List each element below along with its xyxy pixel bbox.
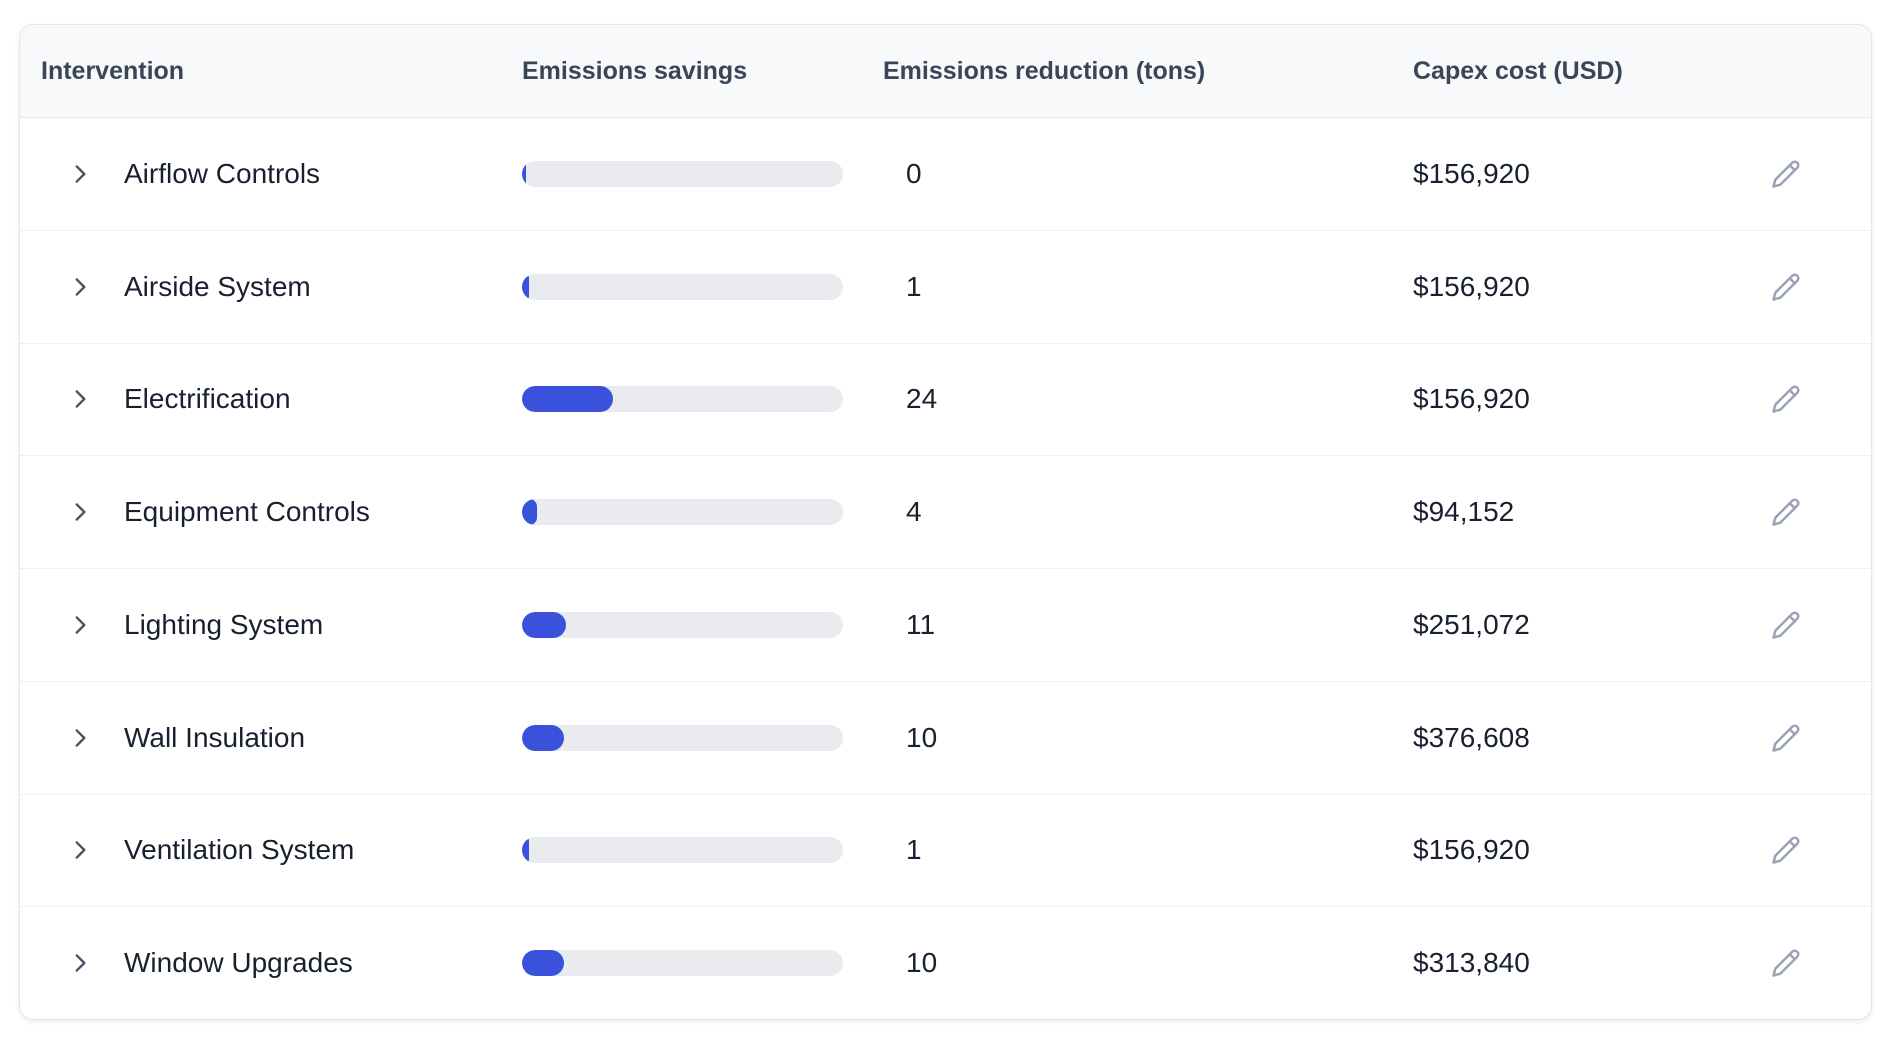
intervention-name: Wall Insulation xyxy=(124,721,306,753)
intervention-name: Equipment Controls xyxy=(124,496,370,528)
chevron-right-icon xyxy=(67,837,93,863)
edit-capex-button[interactable] xyxy=(1769,157,1803,191)
emissions-savings-bar xyxy=(522,386,843,413)
chevron-right-icon xyxy=(67,499,93,525)
edit-capex-button[interactable] xyxy=(1769,946,1803,980)
chevron-right-icon xyxy=(67,274,93,300)
table-row: Ventilation System 1 $156,920 xyxy=(20,795,1871,908)
capex-cost-value: $251,072 xyxy=(1413,608,1530,640)
pencil-icon xyxy=(1771,610,1801,640)
pencil-icon xyxy=(1771,723,1801,753)
table-row: Wall Insulation 10 $376,608 xyxy=(20,682,1871,795)
column-header-emissions-reduction: Emissions reduction (tons) xyxy=(883,56,1206,85)
table-row: Airflow Controls 0 $156,920 xyxy=(20,118,1871,231)
expand-row-button[interactable] xyxy=(64,383,96,415)
edit-capex-button[interactable] xyxy=(1769,495,1803,529)
chevron-right-icon xyxy=(67,950,93,976)
emissions-reduction-value: 10 xyxy=(906,947,938,979)
capex-cost-value: $94,152 xyxy=(1413,496,1515,528)
emissions-savings-bar-fill xyxy=(522,160,526,187)
emissions-savings-bar-fill xyxy=(522,724,564,751)
pencil-icon xyxy=(1771,948,1801,978)
emissions-savings-bar-fill xyxy=(522,611,566,638)
table-header-row: Intervention Emissions savings Emissions… xyxy=(20,25,1871,118)
table-row: Equipment Controls 4 $94,152 xyxy=(20,456,1871,569)
expand-row-button[interactable] xyxy=(64,496,96,528)
pencil-icon xyxy=(1771,384,1801,414)
expand-row-button[interactable] xyxy=(64,271,96,303)
intervention-name: Airside System xyxy=(124,270,311,302)
intervention-name: Airflow Controls xyxy=(124,157,321,189)
intervention-name: Lighting System xyxy=(124,608,324,640)
emissions-reduction-value: 1 xyxy=(906,834,922,866)
edit-capex-button[interactable] xyxy=(1769,608,1803,642)
emissions-savings-bar-fill xyxy=(522,273,529,300)
emissions-savings-bar xyxy=(522,724,843,751)
column-header-capex-cost: Capex cost (USD) xyxy=(1413,56,1623,85)
chevron-right-icon xyxy=(67,725,93,751)
capex-cost-value: $156,920 xyxy=(1413,157,1530,189)
emissions-savings-bar xyxy=(522,611,843,638)
emissions-savings-bar xyxy=(522,499,843,526)
capex-cost-value: $156,920 xyxy=(1413,270,1530,302)
intervention-name: Electrification xyxy=(124,383,291,415)
emissions-savings-bar xyxy=(522,160,843,187)
expand-row-button[interactable] xyxy=(64,947,96,979)
table-row: Window Upgrades 10 $313,840 xyxy=(20,907,1871,1019)
expand-row-button[interactable] xyxy=(64,158,96,190)
pencil-icon xyxy=(1771,272,1801,302)
capex-cost-value: $156,920 xyxy=(1413,834,1530,866)
emissions-reduction-value: 10 xyxy=(906,721,938,753)
capex-cost-value: $376,608 xyxy=(1413,721,1530,753)
chevron-right-icon xyxy=(67,161,93,187)
emissions-reduction-value: 11 xyxy=(906,608,936,640)
emissions-savings-bar-fill xyxy=(522,499,538,526)
edit-capex-button[interactable] xyxy=(1769,382,1803,416)
intervention-name: Window Upgrades xyxy=(124,947,353,979)
edit-capex-button[interactable] xyxy=(1769,721,1803,755)
edit-capex-button[interactable] xyxy=(1769,270,1803,304)
table-row: Electrification 24 $156,920 xyxy=(20,344,1871,457)
chevron-right-icon xyxy=(67,386,93,412)
interventions-table: Intervention Emissions savings Emissions… xyxy=(19,24,1872,1020)
emissions-reduction-value: 4 xyxy=(906,496,922,528)
pencil-icon xyxy=(1771,835,1801,865)
emissions-savings-bar-fill xyxy=(522,386,613,413)
column-header-intervention: Intervention xyxy=(41,56,185,85)
capex-cost-value: $156,920 xyxy=(1413,383,1530,415)
capex-cost-value: $313,840 xyxy=(1413,947,1530,979)
intervention-name: Ventilation System xyxy=(124,834,355,866)
expand-row-button[interactable] xyxy=(64,834,96,866)
emissions-reduction-value: 1 xyxy=(906,270,922,302)
pencil-icon xyxy=(1771,159,1801,189)
pencil-icon xyxy=(1771,497,1801,527)
emissions-savings-bar xyxy=(522,273,843,300)
chevron-right-icon xyxy=(67,612,93,638)
emissions-savings-bar-fill xyxy=(522,950,564,977)
table-body: Airflow Controls 0 $156,920 xyxy=(20,118,1871,1019)
table-row: Lighting System 11 $251,072 xyxy=(20,569,1871,682)
expand-row-button[interactable] xyxy=(64,722,96,754)
edit-capex-button[interactable] xyxy=(1769,833,1803,867)
emissions-reduction-value: 24 xyxy=(906,383,938,415)
emissions-savings-bar xyxy=(522,950,843,977)
emissions-reduction-value: 0 xyxy=(906,157,922,189)
emissions-savings-bar-fill xyxy=(522,837,529,864)
expand-row-button[interactable] xyxy=(64,609,96,641)
emissions-savings-bar xyxy=(522,837,843,864)
table-row: Airside System 1 $156,920 xyxy=(20,231,1871,344)
column-header-emissions-savings: Emissions savings xyxy=(522,56,748,85)
